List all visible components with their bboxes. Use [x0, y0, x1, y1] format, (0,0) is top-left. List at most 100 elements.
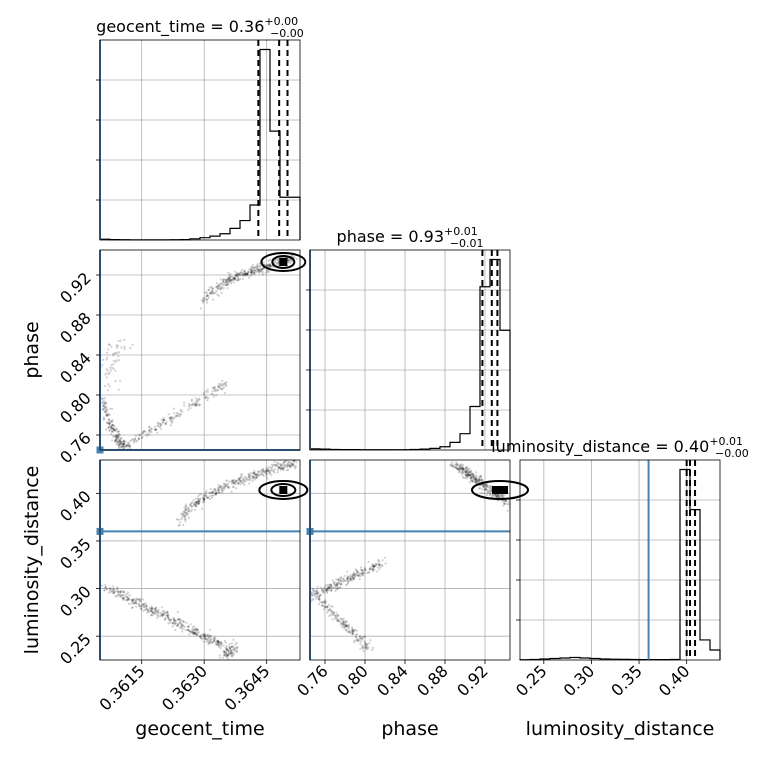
sample-point [465, 477, 468, 480]
sample-point [328, 585, 331, 588]
sample-point [157, 614, 160, 617]
sample-point [192, 629, 195, 632]
sample-point [238, 274, 241, 277]
sample-point [480, 479, 483, 482]
sample-point [135, 440, 138, 443]
sample-point [470, 476, 473, 479]
sample-point [117, 443, 120, 446]
sample-point [169, 417, 172, 420]
sample-point [236, 274, 239, 277]
sample-point [462, 471, 465, 475]
sample-point [205, 298, 208, 301]
sample-point [178, 618, 182, 621]
sample-point [250, 270, 253, 273]
sample-point [223, 654, 226, 657]
sample-point [197, 502, 200, 505]
sample-point [267, 259, 270, 262]
sample-point [491, 495, 494, 498]
sample-point [274, 463, 277, 466]
sample-point [117, 435, 120, 439]
ytick-label-phase: 0.76 [56, 428, 95, 467]
sample-point [269, 262, 272, 266]
sample-point [154, 428, 157, 431]
sample-point [326, 591, 329, 594]
sample-point [207, 294, 210, 297]
sample-point [463, 469, 466, 472]
sample-point [116, 441, 119, 444]
sample-point [110, 427, 113, 430]
sample-point [364, 568, 367, 571]
sample-point [141, 432, 144, 435]
sample-point [453, 466, 456, 469]
sample-point [117, 339, 120, 343]
sample-point [182, 627, 185, 630]
sample-point [368, 642, 371, 645]
sample-point [460, 463, 463, 466]
sample-point [265, 470, 268, 473]
sample-point [208, 640, 211, 643]
sample-point [316, 595, 319, 599]
sample-point [173, 412, 176, 415]
sample-point [104, 400, 107, 404]
sample-point [226, 284, 229, 287]
sample-point [140, 436, 143, 439]
sample-point [155, 613, 158, 616]
sample-point [114, 369, 117, 372]
sample-point [148, 433, 151, 436]
sample-point [233, 647, 236, 650]
sample-point [231, 480, 234, 483]
sample-point [128, 444, 131, 447]
sample-point [466, 474, 469, 477]
sample-point [210, 491, 213, 494]
sample-point [233, 483, 236, 486]
sample-point [317, 603, 320, 606]
sample-point [216, 640, 219, 643]
sample-point [231, 651, 234, 655]
sample-point [272, 470, 275, 473]
sample-point [222, 654, 226, 657]
sample-point [144, 607, 147, 611]
sample-point [168, 416, 171, 419]
sample-point [451, 461, 454, 464]
sample-point [193, 403, 196, 406]
sample-point [114, 440, 117, 444]
sample-point [204, 396, 207, 399]
sample-point [241, 473, 244, 476]
sample-point [503, 502, 506, 505]
sample-point [472, 476, 475, 479]
sample-point [159, 614, 162, 618]
sample-point [337, 578, 340, 582]
sample-point [180, 626, 183, 629]
sample-point [265, 469, 269, 472]
sample-point [312, 598, 315, 601]
sample-point [356, 638, 360, 642]
sample-point [202, 499, 206, 502]
sample-point [227, 653, 230, 656]
sample-point [110, 426, 113, 429]
sample-point [265, 264, 268, 267]
sample-point [183, 509, 186, 512]
sample-point [230, 652, 233, 655]
sample-point [465, 474, 468, 477]
sample-point [312, 591, 315, 594]
sample-point [256, 270, 259, 273]
sample-point [108, 422, 111, 425]
sample-point [177, 518, 180, 521]
sample-point [160, 612, 163, 616]
sample-point [467, 469, 471, 472]
sample-point [334, 585, 337, 588]
sample-point [494, 495, 497, 498]
sample-point [204, 633, 207, 636]
sample-point [139, 598, 142, 601]
sample-point [136, 602, 139, 605]
sample-point [102, 399, 105, 402]
sample-point [345, 579, 348, 582]
sample-point [108, 589, 111, 593]
sample-point [154, 428, 157, 431]
sample-point [160, 422, 163, 425]
sample-point [219, 278, 222, 281]
sample-point [208, 291, 211, 295]
sample-point [288, 464, 291, 467]
sample-point [205, 494, 208, 497]
sample-point [112, 424, 115, 427]
